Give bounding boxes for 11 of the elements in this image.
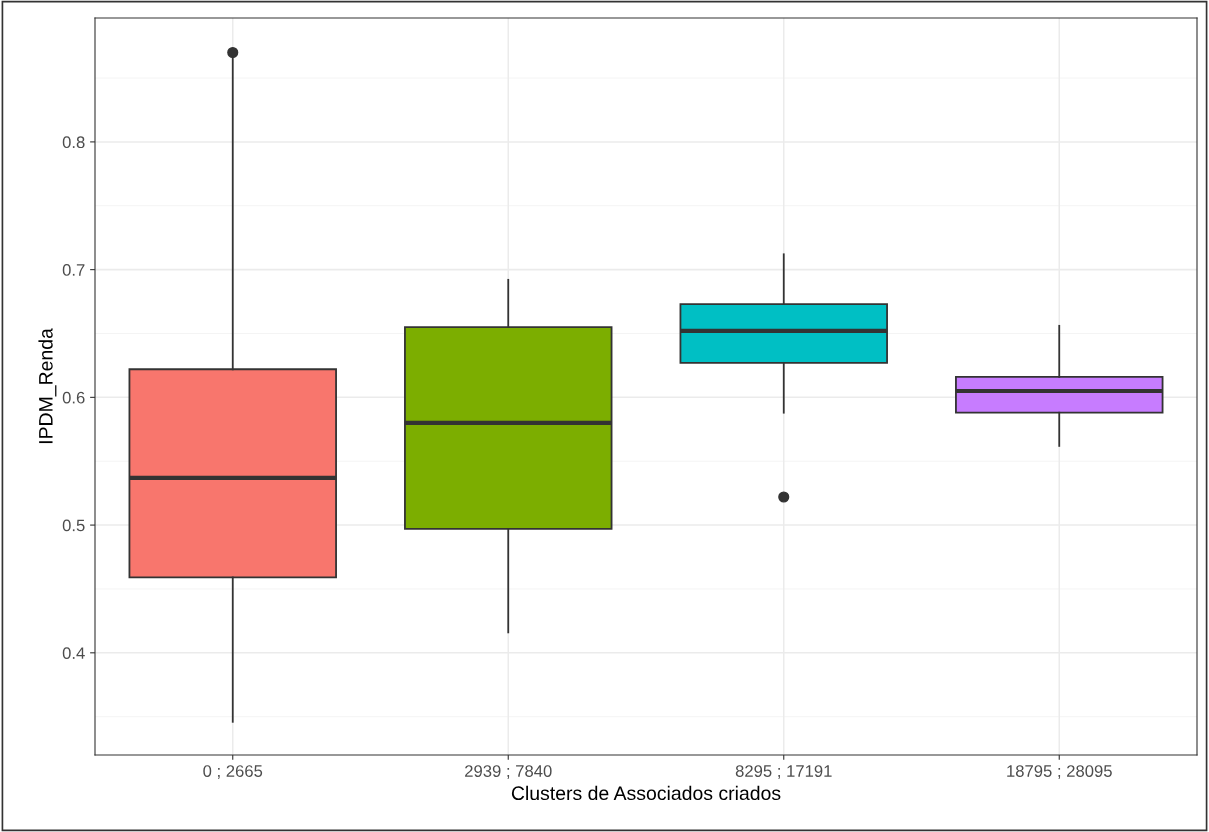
x-tick-label: 0 ; 2665 — [203, 765, 263, 779]
y-tick-label: 0.4 — [62, 647, 85, 660]
y-axis-title: IPDM_Renda — [38, 328, 57, 444]
x-axis-title: Clusters de Associados criados — [511, 785, 781, 801]
x-tick-label: 18795 ; 28095 — [1007, 765, 1112, 779]
y-tick-label: 0.7 — [62, 264, 85, 276]
y-tick-label: 0.6 — [62, 391, 85, 404]
y-tick-label: 0.8 — [62, 136, 85, 149]
y-tick-label: 0.5 — [62, 519, 85, 532]
x-tick-label: 8295 ; 17191 — [735, 765, 832, 779]
x-tick-label: 2939 ; 7840 — [465, 765, 552, 779]
